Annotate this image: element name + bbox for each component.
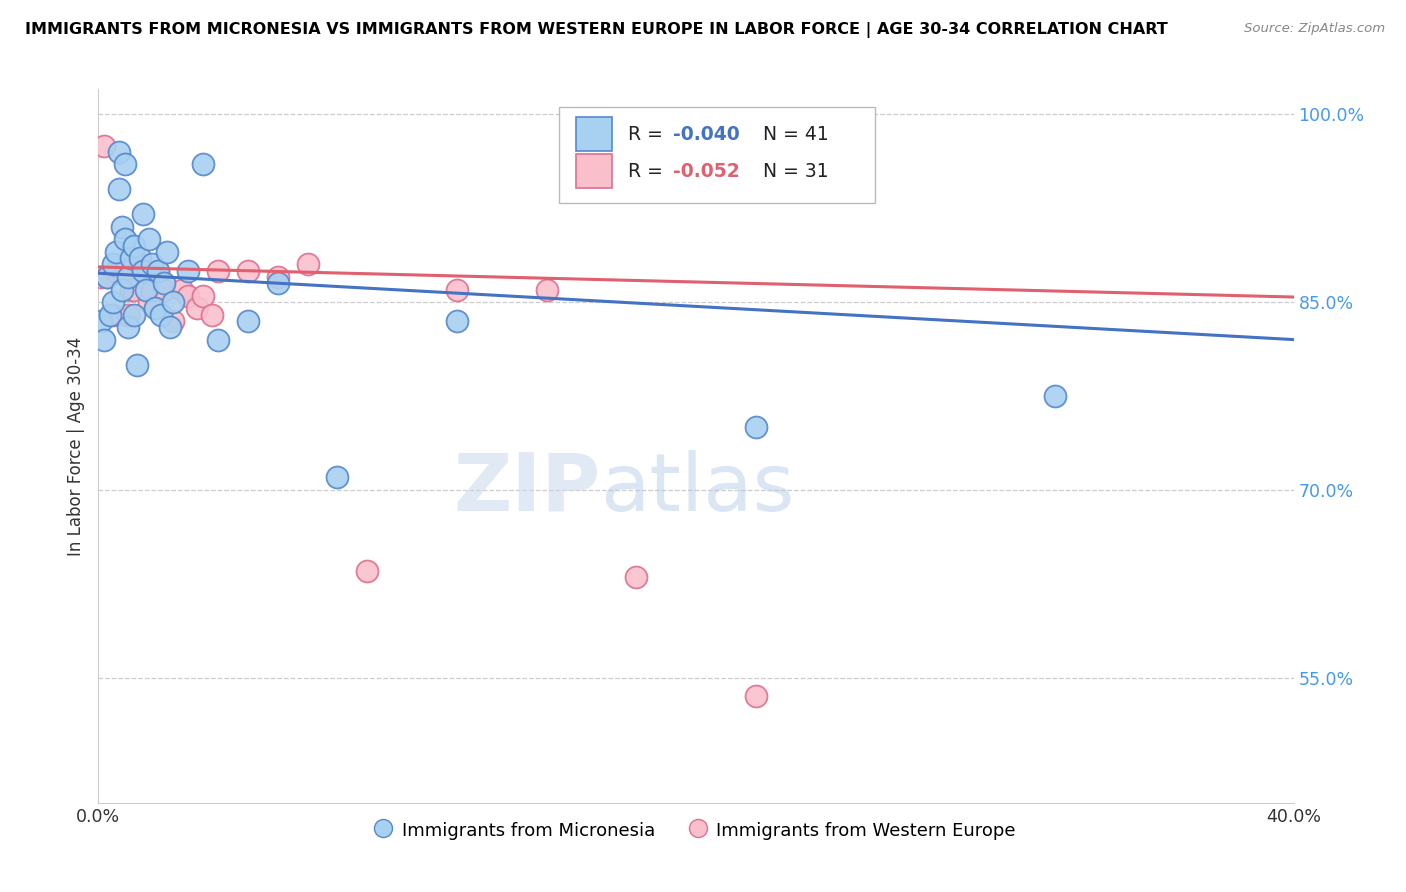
Text: R =: R =	[628, 161, 669, 181]
Point	[129, 257, 152, 271]
Point	[446, 314, 468, 328]
Point	[90, 270, 112, 285]
Point	[103, 308, 125, 322]
Point	[90, 314, 112, 328]
Point	[207, 264, 229, 278]
Point	[326, 470, 349, 484]
Text: N = 31: N = 31	[745, 161, 828, 181]
Point	[138, 232, 160, 246]
Point	[191, 157, 214, 171]
Point	[150, 308, 173, 322]
Point	[201, 308, 224, 322]
Point	[111, 219, 134, 234]
Point	[191, 289, 214, 303]
Point	[114, 232, 136, 246]
Point	[186, 301, 208, 316]
Point	[141, 257, 163, 271]
Text: IMMIGRANTS FROM MICRONESIA VS IMMIGRANTS FROM WESTERN EUROPE IN LABOR FORCE | AG: IMMIGRANTS FROM MICRONESIA VS IMMIGRANTS…	[25, 22, 1168, 38]
Point	[111, 283, 134, 297]
Point	[148, 264, 170, 278]
Point	[93, 138, 115, 153]
Point	[162, 314, 184, 328]
Point	[153, 277, 176, 291]
FancyBboxPatch shape	[576, 117, 613, 152]
Point	[236, 264, 259, 278]
Point	[135, 283, 157, 297]
Point	[117, 320, 139, 334]
Text: N = 41: N = 41	[745, 125, 828, 144]
Point	[536, 283, 558, 297]
Point	[297, 257, 319, 271]
Point	[132, 207, 155, 221]
Point	[745, 690, 768, 704]
Point	[103, 295, 125, 310]
Point	[177, 264, 200, 278]
Point	[93, 333, 115, 347]
Point	[138, 295, 160, 310]
Point	[267, 270, 290, 285]
FancyBboxPatch shape	[576, 154, 613, 188]
Point	[127, 358, 149, 372]
Point	[117, 270, 139, 285]
Point	[124, 283, 146, 297]
Point	[267, 277, 290, 291]
Point	[156, 244, 179, 259]
Point	[105, 244, 128, 259]
Text: Source: ZipAtlas.com: Source: ZipAtlas.com	[1244, 22, 1385, 36]
Point	[108, 145, 131, 159]
Y-axis label: In Labor Force | Age 30-34: In Labor Force | Age 30-34	[66, 336, 84, 556]
Point	[141, 283, 163, 297]
Point	[120, 251, 142, 265]
Point	[117, 308, 139, 322]
Point	[1043, 389, 1066, 403]
Text: ZIP: ZIP	[453, 450, 600, 528]
Point	[626, 570, 648, 584]
FancyBboxPatch shape	[558, 107, 876, 203]
Point	[114, 264, 136, 278]
Point	[124, 238, 146, 252]
Point	[96, 270, 118, 285]
Legend: Immigrants from Micronesia, Immigrants from Western Europe: Immigrants from Micronesia, Immigrants f…	[368, 813, 1024, 847]
Point	[124, 308, 146, 322]
Point	[177, 289, 200, 303]
Point	[446, 283, 468, 297]
Text: R =: R =	[628, 125, 669, 144]
Point	[143, 301, 166, 316]
Point	[745, 420, 768, 434]
Text: -0.040: -0.040	[673, 125, 740, 144]
Point	[129, 251, 152, 265]
Point	[114, 157, 136, 171]
Text: -0.052: -0.052	[673, 161, 740, 181]
Point	[148, 264, 170, 278]
Point	[356, 564, 378, 578]
Point	[96, 270, 118, 285]
Point	[162, 295, 184, 310]
Point	[105, 264, 128, 278]
Point	[132, 264, 155, 278]
Point	[159, 320, 181, 334]
Point	[153, 283, 176, 297]
Point	[172, 283, 194, 297]
Point	[236, 314, 259, 328]
Point	[207, 333, 229, 347]
Point	[132, 264, 155, 278]
Point	[108, 182, 131, 196]
Point	[111, 264, 134, 278]
Point	[120, 283, 142, 297]
Text: atlas: atlas	[600, 450, 794, 528]
Point	[103, 257, 125, 271]
Point	[98, 308, 122, 322]
